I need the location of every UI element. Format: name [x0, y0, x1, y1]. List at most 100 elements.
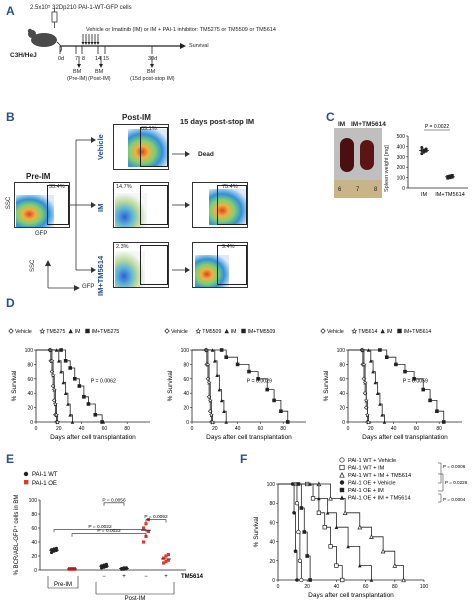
- photo-label-im: IM: [338, 121, 346, 128]
- d-ytick-label: 0: [342, 420, 345, 426]
- facs-imtm-post: [113, 242, 169, 288]
- d-legend-text: Vehicle: [327, 329, 344, 335]
- d-xtick-label: 0: [35, 426, 38, 432]
- d-ylabel: % Survival: [11, 370, 18, 401]
- d-legend-marker: [320, 328, 326, 334]
- d-point: [82, 395, 86, 399]
- d-legend-text: Vehicle: [15, 329, 32, 335]
- d-xtick-label: 40: [79, 426, 85, 432]
- d-point: [373, 380, 378, 385]
- d-point: [366, 419, 371, 425]
- d-legend-text: IM+TM5275: [92, 329, 120, 335]
- syringe-icon: [51, 8, 58, 28]
- d-point: [55, 419, 61, 425]
- f-point: [357, 563, 362, 568]
- d-legend-marker: [39, 328, 46, 334]
- d-ytick-label: 20: [339, 406, 345, 412]
- panel-label-e: E: [6, 452, 15, 466]
- e-pvalue: P = 0.0056: [102, 497, 126, 503]
- d-point: [70, 420, 75, 424]
- d-legend-text: IM: [231, 329, 237, 335]
- d-curve: [348, 349, 368, 422]
- panel-label-a: A: [6, 4, 15, 18]
- f-ytick-label: 80: [269, 501, 275, 507]
- d-point: [208, 412, 214, 418]
- f-point: [294, 501, 300, 506]
- d-point: [428, 398, 432, 403]
- d-ytick-label: 40: [27, 391, 33, 397]
- f-point: [380, 548, 386, 554]
- f-legend-text: PAI-1 WT + Vehicle: [348, 458, 396, 464]
- f-point: [369, 534, 374, 539]
- f-legend-text: PAI-1 OE + IM + TM5614: [348, 496, 411, 502]
- d-point: [369, 359, 373, 363]
- e-bracket: [71, 533, 147, 537]
- c-point: [450, 174, 454, 178]
- d-point: [57, 359, 61, 363]
- d-point: [247, 369, 251, 374]
- day-7: 7: [75, 56, 79, 62]
- d-point: [256, 377, 260, 381]
- f-pvalue: P = 0.0006: [443, 464, 466, 469]
- d-legend-marker: [241, 328, 246, 334]
- bm2-b: (Post-IM): [88, 76, 111, 82]
- d-legend-text: TM5275: [46, 329, 65, 335]
- bm1-a: BM: [73, 69, 82, 75]
- d-point: [363, 397, 369, 403]
- f-point: [299, 577, 304, 583]
- f-curve: [278, 483, 372, 580]
- d-point: [224, 420, 228, 424]
- d-curve: [348, 349, 445, 422]
- d-legend-marker: [195, 328, 202, 334]
- d-point: [285, 420, 290, 424]
- e-sign: +: [164, 574, 168, 580]
- f-ytick-label: 60: [269, 520, 275, 526]
- f-point: [299, 506, 304, 510]
- f-legend-marker: [339, 457, 345, 463]
- e-point-oe: [146, 529, 150, 534]
- dead-label: Dead: [198, 151, 214, 158]
- d-xtick-label: 20: [368, 426, 374, 432]
- d-point: [403, 369, 407, 374]
- f-point: [302, 530, 307, 534]
- e-point-oe: [162, 561, 166, 565]
- d-point: [272, 398, 276, 403]
- f-bracket: [438, 473, 444, 492]
- c-ytick-label: 400: [397, 144, 406, 150]
- e-sign: −: [102, 574, 106, 580]
- d-legend-text: TM5509: [202, 329, 221, 335]
- d-pvalue: P = 0.0062: [91, 378, 116, 384]
- d-xtick-label: 0: [347, 426, 350, 432]
- facs-im-stop: [192, 182, 248, 228]
- d-point: [219, 398, 224, 403]
- f-point: [296, 529, 301, 535]
- e-sign: −: [144, 574, 148, 580]
- d-legend-text: IM: [387, 329, 393, 335]
- pct-im-stop: 75.4%: [222, 184, 238, 190]
- d-xtick-label: 60: [414, 426, 420, 432]
- e-ytick-label: 0: [34, 568, 37, 574]
- f-point: [316, 510, 322, 515]
- spleen-photo: [334, 128, 382, 198]
- d-point: [378, 402, 382, 406]
- d-legend-marker: [397, 328, 402, 334]
- d-point: [412, 377, 416, 381]
- e-legend-oe: [24, 480, 29, 485]
- d-point: [63, 391, 68, 395]
- mouse-icon: [27, 28, 62, 53]
- d-point: [68, 366, 72, 370]
- branch-arrows: [70, 137, 190, 273]
- f-bracket: [438, 462, 442, 484]
- d-pvalue: P = 0.0059: [403, 378, 428, 384]
- d-ytick-label: 20: [183, 406, 189, 412]
- gfp-axis-label: GFP: [35, 231, 48, 237]
- c-pvalue: P = 0.0022: [425, 124, 449, 130]
- d-point: [86, 402, 91, 406]
- d-point: [217, 387, 222, 392]
- d-ytick-label: 80: [183, 362, 189, 368]
- e-ytick-label: 100: [29, 498, 38, 504]
- f-point: [295, 578, 299, 582]
- c-point: [448, 174, 452, 178]
- treatment-text: Vehicle or Imatinib (IM) or IM + PAI-1 i…: [86, 27, 276, 33]
